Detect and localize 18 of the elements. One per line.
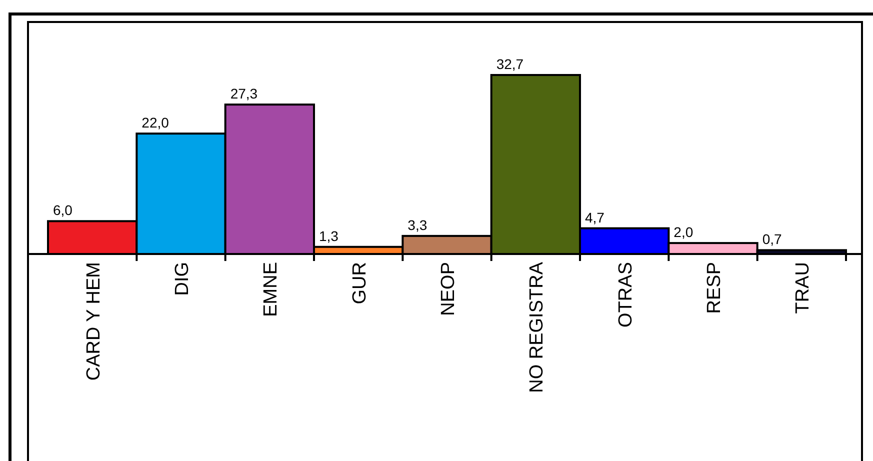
data-label: 32,7 (496, 56, 524, 72)
data-label: 22,0 (142, 114, 170, 131)
x-tick-label: EMNE (260, 262, 282, 317)
x-tick-label: CARD Y HEM (83, 262, 104, 381)
x-tick-label: TRAU (792, 262, 814, 314)
data-label: 1,3 (319, 228, 339, 244)
x-tick-label: RESP (704, 262, 725, 314)
data-label: 2,0 (674, 224, 694, 240)
x-tick-label: DIG (172, 262, 193, 296)
x-tick-label: GUR (349, 262, 370, 304)
data-label: 3,3 (408, 216, 428, 233)
x-tick-label: OTRAS (615, 262, 636, 328)
data-label: 27,3 (230, 86, 258, 102)
data-label: 4,7 (585, 209, 605, 226)
x-tick-label: NO REGISTRA (526, 262, 548, 393)
x-tick-label: NEOP (438, 262, 459, 316)
data-label: 6,0 (53, 202, 73, 218)
data-label: 0,7 (762, 231, 782, 248)
